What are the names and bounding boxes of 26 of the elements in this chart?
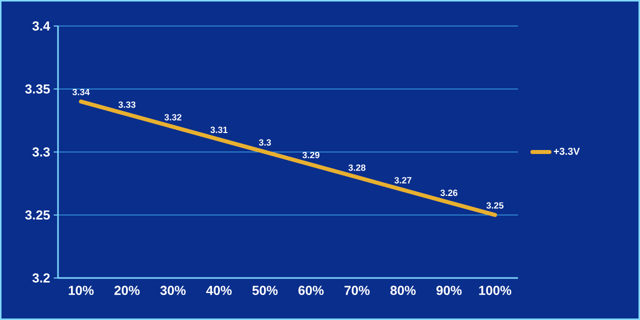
data-label: 3.27 [394,177,412,184]
x-tick-label: 90% [436,286,462,295]
y-tick-label: 3.2 [32,273,50,283]
data-label: 3.28 [348,164,366,171]
legend-label: +3.3V [554,148,580,155]
x-tick-label: 10% [68,286,94,295]
data-label: 3.32 [164,114,182,120]
x-tick-label: 30% [160,286,186,296]
data-label: 3.34 [72,88,90,96]
y-tick-label: 3.35 [25,84,50,94]
y-tick-label: 3.3 [32,147,50,157]
data-label: 3.26 [440,190,458,196]
data-label: 3.31 [210,126,228,134]
data-label: 3.25 [486,202,504,209]
x-tick-label: 60% [298,286,324,295]
data-label: 3.33 [118,101,136,108]
y-tick-label: 3.25 [25,210,50,220]
x-tick-label: 70% [344,286,370,295]
x-tick-label: 20% [114,286,140,295]
data-label: 3.3 [258,139,271,146]
x-tick-label: 100% [479,286,512,295]
data-label: 3.29 [302,152,320,158]
y-tick-label: 3.4 [32,21,50,31]
x-tick-label: 50% [252,286,278,295]
x-tick-label: 80% [390,286,416,295]
x-tick-label: 40% [206,286,232,295]
